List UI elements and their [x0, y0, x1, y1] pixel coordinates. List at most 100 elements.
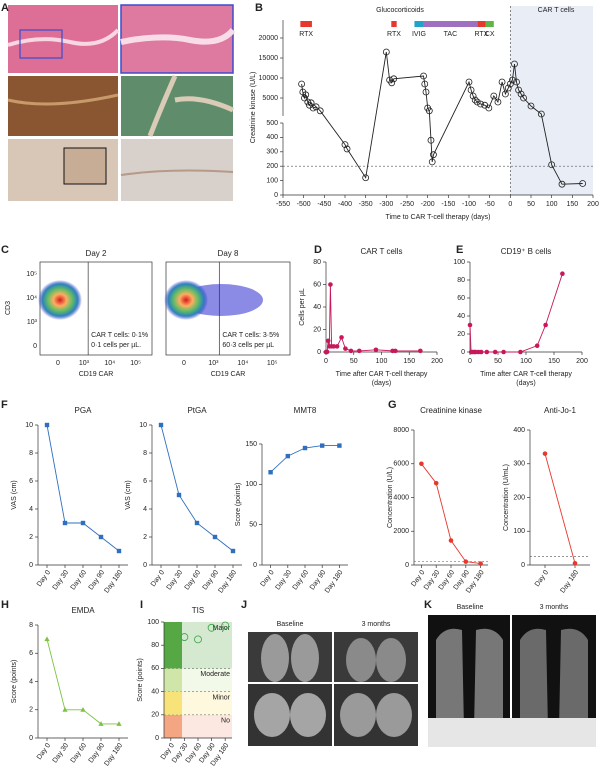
marker: [537, 110, 545, 118]
band-fade: [182, 622, 232, 669]
x-tick-label: 0: [508, 201, 512, 208]
marker: [520, 94, 527, 102]
x-tick-label: -350: [359, 201, 373, 208]
image-detail: [376, 638, 406, 682]
marker: [357, 348, 362, 354]
y-tick-label: 0: [461, 349, 465, 356]
x-tick-label: 200: [576, 358, 588, 365]
x-tick-label: -300: [379, 201, 393, 208]
x-tick-label: Day 30: [52, 569, 71, 591]
x-tick-label: Day 90: [88, 742, 107, 764]
y-tick-label: 0: [29, 735, 33, 742]
marker: [325, 338, 331, 344]
x-tick-label: -100: [462, 201, 476, 208]
band: [164, 668, 182, 692]
marker: [448, 538, 454, 543]
marker: [194, 635, 202, 644]
y-tick-label: 20: [151, 712, 159, 719]
marker: [324, 349, 330, 355]
marker: [62, 520, 68, 526]
y-tick-label: 300: [513, 461, 525, 468]
x-tick-label: -450: [317, 201, 331, 208]
y-tick-label: 8000: [393, 427, 409, 434]
x-tick-label: 100: [376, 358, 388, 365]
y-tick-label: 20000: [259, 35, 279, 42]
y-tick-label: 4000: [393, 494, 409, 501]
y-tick-label: 80: [313, 259, 321, 266]
marker: [467, 86, 475, 94]
marker: [511, 60, 518, 68]
chart-title: Anti-Jo-1: [544, 406, 577, 415]
image-label: Baseline: [277, 621, 304, 628]
marker: [334, 344, 340, 349]
chart-title: MMT8: [294, 406, 317, 415]
image-detail: [340, 693, 376, 737]
y-tick-label: 4: [29, 506, 33, 513]
x-tick-label: Day 0: [534, 569, 550, 588]
image: [8, 76, 118, 136]
x-tick-label: Day 30: [166, 569, 185, 591]
marker: [467, 322, 473, 328]
series-line: [160, 424, 234, 552]
marker: [62, 706, 68, 712]
band-fade: [182, 668, 232, 692]
x-tick-label: 0: [182, 360, 186, 367]
marker: [506, 80, 514, 88]
chart-title: CD19⁺ B cells: [501, 247, 551, 256]
marker: [478, 349, 484, 355]
x-axis-label: Time to CAR T-cell therapy (days): [385, 214, 490, 221]
flow-title: Day 2: [86, 249, 107, 258]
image-label: Baseline: [457, 604, 484, 611]
y-tick-label: 20: [457, 331, 465, 338]
marker: [98, 534, 104, 540]
x-tick-label: 150: [548, 358, 560, 365]
band-fade: [182, 691, 232, 715]
y-tick-label: 6: [29, 650, 33, 657]
marker: [478, 561, 483, 566]
marker: [420, 72, 427, 80]
y-axis-label: CD3: [5, 301, 12, 315]
series-line: [469, 273, 563, 353]
x-tick-label: Day 30: [52, 742, 71, 764]
marker: [572, 561, 578, 566]
x-tick-label: Day 0: [36, 569, 52, 588]
marker: [471, 96, 479, 104]
ct-images: [428, 615, 596, 747]
marker: [212, 534, 218, 540]
marker: [298, 80, 306, 88]
marker: [492, 349, 498, 355]
marker: [207, 623, 216, 632]
marker: [158, 422, 164, 428]
x-tick-label: Day 60: [70, 569, 89, 591]
image-detail: [428, 718, 596, 747]
marker: [485, 104, 493, 112]
y-axis-label: VAS (cm): [125, 480, 132, 509]
x-tick-label: Day 0: [150, 569, 166, 588]
x-tick-label: 100: [546, 201, 558, 208]
y-tick-label: 4: [143, 506, 147, 513]
image-detail: [261, 634, 289, 682]
y-tick-label: 0: [155, 735, 159, 742]
x-tick-label: Day 180: [559, 569, 580, 594]
marker: [393, 348, 398, 354]
treatment-label: RTX: [299, 31, 313, 38]
image-detail: [120, 27, 236, 45]
x-tick-label: 100: [520, 358, 532, 365]
chart-title: PtGA: [187, 406, 207, 415]
chart-title: CAR T cells: [361, 247, 403, 256]
panel-label: D: [314, 244, 322, 256]
chart-title: PGA: [75, 406, 93, 415]
treatment-label: RTX: [474, 31, 488, 38]
series-line: [544, 453, 576, 564]
x-tick-label: Day 60: [70, 742, 89, 764]
marker: [390, 75, 398, 83]
marker: [309, 104, 317, 112]
x-tick-label: 10³: [208, 360, 219, 367]
image-detail: [7, 28, 120, 47]
y-tick-label: 80: [151, 642, 159, 649]
y-tick-label: 2: [29, 707, 33, 714]
x-tick-label: 10⁴: [104, 360, 115, 367]
marker: [501, 90, 509, 98]
x-tick-label: Day 0: [260, 569, 276, 588]
